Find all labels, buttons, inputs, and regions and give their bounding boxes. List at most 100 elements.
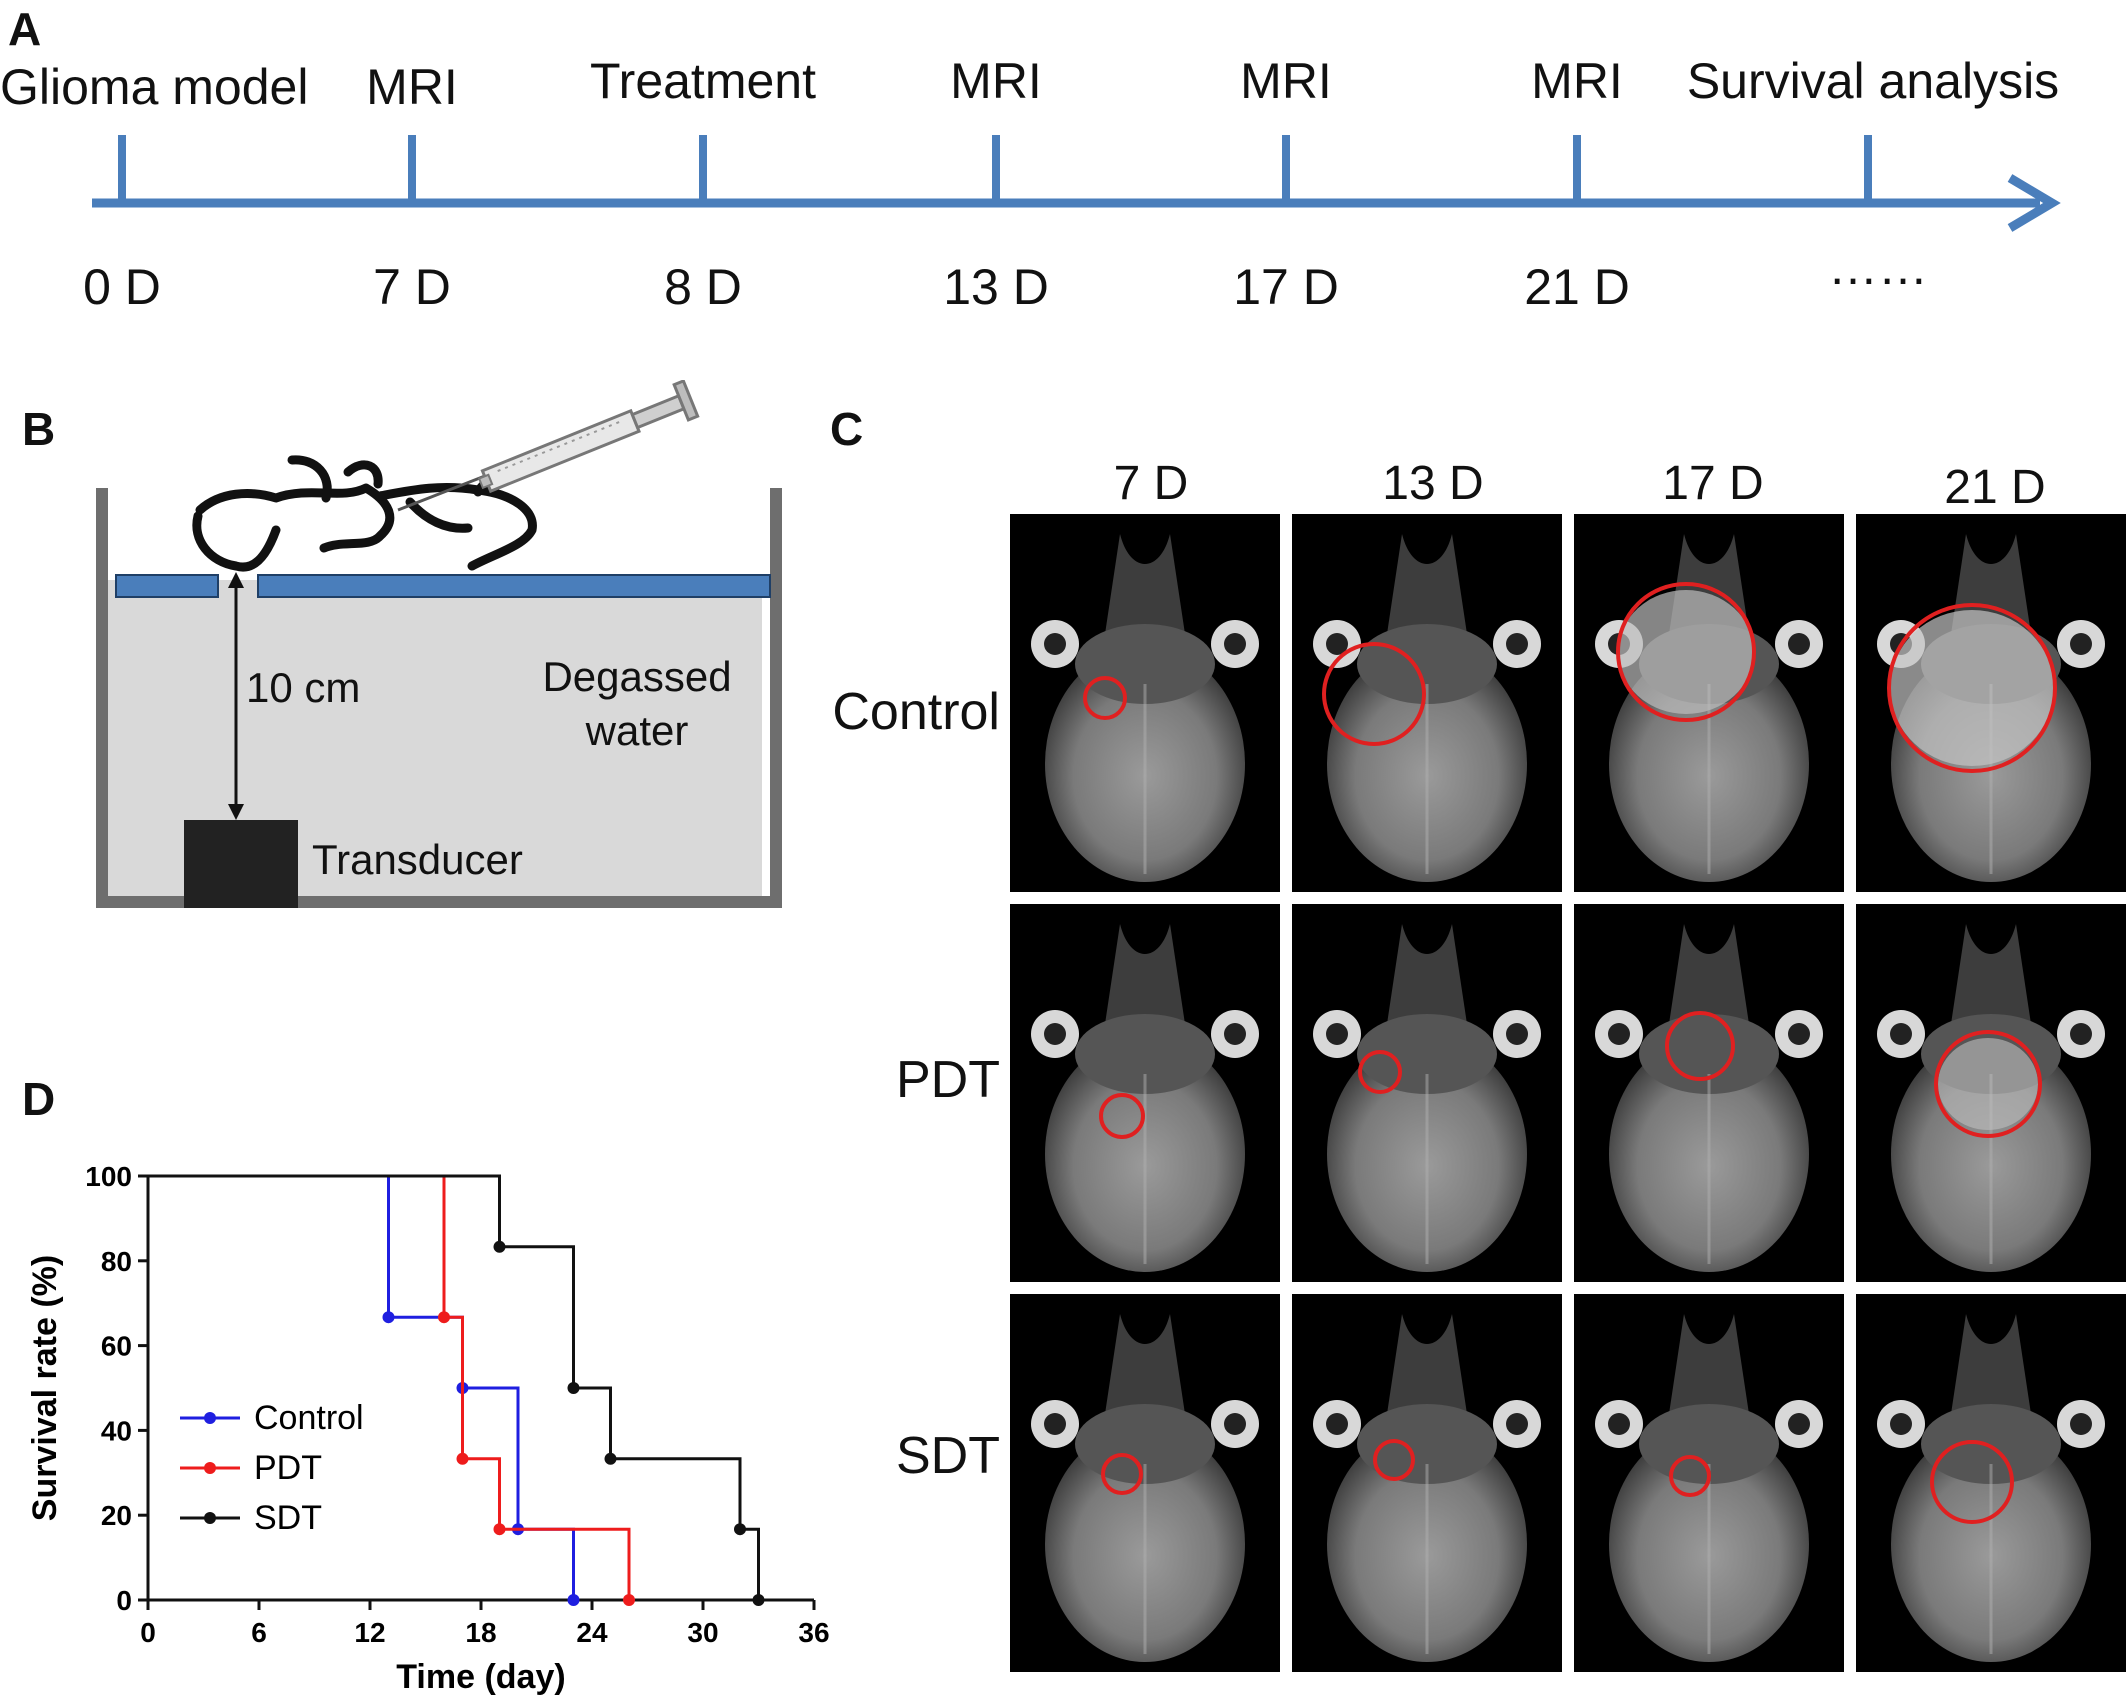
- tumor-circle: [1930, 1440, 2014, 1524]
- syringe-icon: [397, 380, 700, 512]
- series-marker-pdt: [493, 1523, 506, 1536]
- x-tick-label: 18: [465, 1617, 496, 1648]
- mri-scan-pdt-7d: [1010, 902, 1282, 1284]
- timeline-event-label: MRI: [1240, 53, 1332, 109]
- tumor-circle: [1322, 642, 1426, 746]
- timeline-event-label: MRI: [366, 59, 458, 115]
- transducer-label: Transducer: [312, 836, 523, 883]
- series-marker-pdt: [456, 1452, 469, 1465]
- tumor-circle: [1358, 1050, 1402, 1094]
- tumor-circle: [1669, 1455, 1711, 1497]
- y-tick-label: 0: [116, 1585, 132, 1616]
- timeline-day-label: 21 D: [1524, 259, 1630, 315]
- series-line-control: [148, 1174, 575, 1600]
- timeline-event-label: MRI: [950, 53, 1042, 109]
- mri-column-header: 17 D: [1662, 457, 1764, 510]
- legend-label: SDT: [254, 1499, 322, 1537]
- platform-left: [115, 574, 219, 598]
- timeline-day-label: 17 D: [1233, 259, 1339, 315]
- arrow-up-icon: [228, 572, 244, 588]
- y-tick-label: 20: [101, 1500, 132, 1531]
- water-label-line: Degassed: [542, 653, 732, 700]
- panel-label-c: C: [830, 403, 864, 455]
- mri-scan-pdt-17d: [1572, 902, 1846, 1284]
- legend-label: Control: [254, 1399, 364, 1437]
- x-tick-label: 30: [687, 1617, 718, 1648]
- mri-scan-pdt-21d: [1854, 902, 2128, 1284]
- y-axis-title: Survival rate (%): [26, 1255, 64, 1521]
- panel-label-d: D: [22, 1073, 56, 1125]
- mri-row-header: Control: [832, 683, 1000, 741]
- series-marker-sdt: [734, 1523, 746, 1536]
- timeline-event-label: Treatment: [589, 53, 816, 109]
- x-tick-label: 6: [251, 1617, 267, 1648]
- mri-scan-sdt-13d: [1290, 1292, 1564, 1674]
- tank-wall-right: [770, 488, 782, 908]
- mri-scan-sdt-21d: [1854, 1292, 2128, 1674]
- distance-label: 10 cm: [246, 664, 361, 711]
- timeline-event-label: Glioma model: [0, 59, 309, 115]
- timeline-day-label: ……: [1828, 239, 1928, 295]
- x-tick-label: 12: [354, 1617, 385, 1648]
- timeline-day-label: 13 D: [943, 259, 1049, 315]
- tumor-circle: [1934, 1030, 2042, 1138]
- tumor-circle: [1099, 1093, 1145, 1139]
- tank-wall-left: [96, 488, 108, 908]
- timeline-event-label: Survival analysis: [1686, 53, 2060, 109]
- water-label: Degassed water: [502, 650, 772, 758]
- timeline-axis: [92, 135, 2061, 232]
- mri-scan-sdt-7d: [1010, 1292, 1282, 1674]
- legend-marker: [204, 1462, 216, 1474]
- mri-scan-control-7d: [1010, 514, 1282, 894]
- mri-row-header: SDT: [896, 1427, 1000, 1485]
- mri-scan-control-13d: [1290, 514, 1564, 894]
- series-marker-pdt: [623, 1594, 635, 1606]
- legend-marker: [204, 1412, 216, 1424]
- x-axis-title: Time (day): [396, 1658, 565, 1696]
- mouse-sketch-icon: [192, 455, 537, 572]
- series-line-sdt: [148, 1174, 760, 1600]
- y-tick-label: 60: [101, 1331, 132, 1362]
- panel-label-b: B: [22, 403, 56, 455]
- x-tick-label: 36: [798, 1617, 829, 1648]
- x-tick-label: 24: [576, 1617, 608, 1648]
- series-marker-pdt: [438, 1311, 450, 1324]
- series-marker-control: [382, 1311, 395, 1324]
- mri-column-header: 7 D: [1113, 457, 1189, 510]
- x-tick-label: 0: [140, 1617, 156, 1648]
- tumor-circle: [1083, 676, 1127, 720]
- water-label-line: water: [585, 707, 689, 754]
- mri-row-header: PDT: [896, 1051, 1000, 1109]
- series-marker-sdt: [752, 1594, 765, 1606]
- timeline-event-label: MRI: [1531, 53, 1623, 109]
- panel-label-a: A: [8, 3, 42, 55]
- mri-column-header: 13 D: [1382, 457, 1484, 510]
- tumor-circle: [1101, 1453, 1143, 1495]
- series-marker-sdt: [567, 1382, 580, 1394]
- mri-image-grid: [1010, 514, 2128, 1674]
- timeline-day-label: 8 D: [664, 259, 742, 315]
- survival-chart: 0 20 40 60 80 100 0 6 12 18 24 30 36 Time (day) Surviv…: [26, 1161, 830, 1696]
- series-marker-control: [567, 1594, 580, 1606]
- tumor-circle: [1665, 1011, 1735, 1081]
- series-marker-sdt: [604, 1452, 617, 1465]
- mri-scan-control-17d: [1572, 514, 1846, 894]
- timeline-day-label: 0 D: [83, 259, 161, 315]
- transducer-block: [184, 820, 298, 908]
- arrow-down-icon: [228, 804, 244, 820]
- timeline-arrowhead-icon: [2007, 174, 2061, 232]
- y-tick-label: 80: [101, 1246, 132, 1277]
- legend-label: PDT: [254, 1449, 322, 1487]
- tumor-circle: [1887, 603, 2057, 773]
- platform-right: [257, 574, 771, 598]
- y-tick-label: 40: [101, 1415, 132, 1446]
- series-marker-sdt: [493, 1240, 506, 1253]
- timeline-day-label: 7 D: [373, 259, 451, 315]
- setup-schematic: [96, 380, 782, 908]
- tumor-circle: [1373, 1439, 1415, 1481]
- legend-marker: [204, 1512, 216, 1524]
- y-tick-label: 100: [85, 1161, 132, 1192]
- mri-column-header: 21 D: [1944, 461, 2046, 514]
- mri-scan-pdt-13d: [1290, 902, 1564, 1284]
- mri-scan-control-21d: [1854, 514, 2128, 894]
